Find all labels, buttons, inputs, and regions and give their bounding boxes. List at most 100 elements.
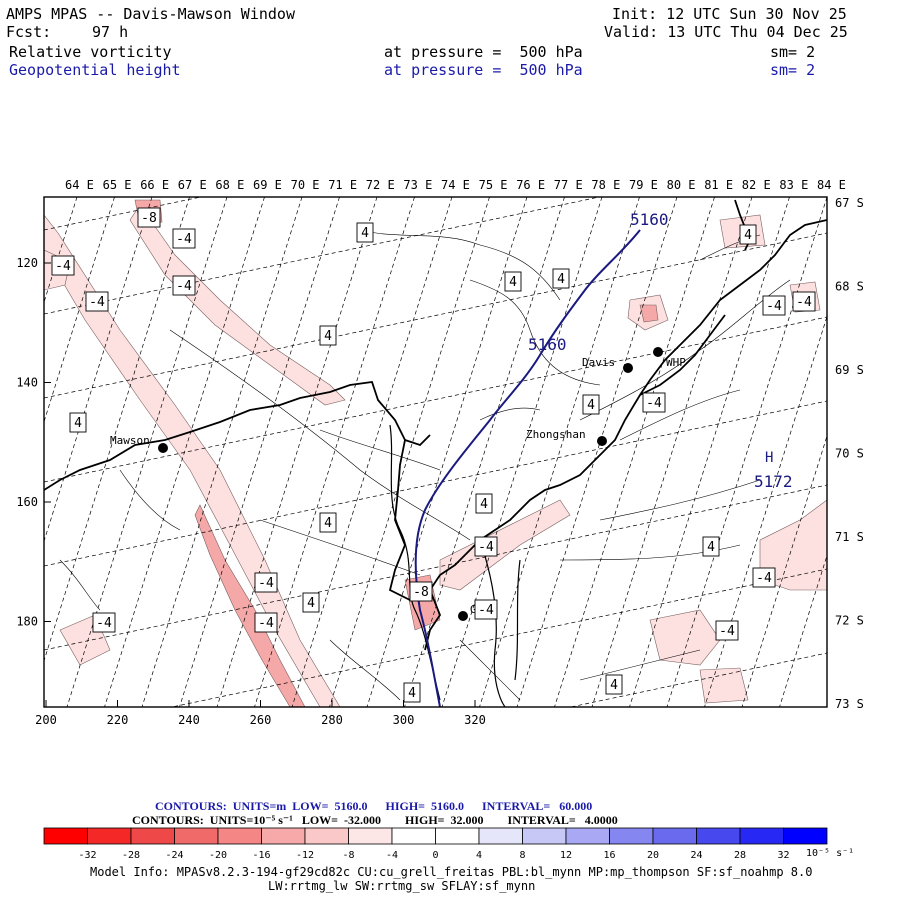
model-physics: LW:rrtmg_lw SW:rrtmg_sw SFLAY:sf_mynn	[268, 879, 536, 893]
colorbar-swatch	[174, 827, 219, 845]
x-tick-label: 200	[35, 713, 57, 727]
lon-label: 64 E	[65, 178, 94, 192]
contour-label: -4	[478, 540, 494, 555]
colorbar-tick: -28	[122, 850, 140, 861]
colorbar-swatch	[435, 827, 480, 845]
parallel-line	[44, 316, 827, 483]
contour-label: -4	[176, 232, 192, 247]
contour-label: -4	[96, 616, 112, 631]
lat-label: 67 S	[835, 196, 864, 210]
meridian-line	[404, 197, 565, 707]
meridian-line	[44, 197, 190, 662]
colorbar-tick: -8	[342, 850, 354, 861]
contour-label-box	[762, 295, 786, 316]
forecast-hour: 97 h	[92, 23, 129, 41]
contour-label-box	[403, 682, 421, 703]
x-tick-label: 280	[321, 713, 343, 727]
y-tick-label: 140	[16, 376, 38, 390]
contour-label-box	[739, 224, 757, 245]
contour-label: -4	[258, 576, 274, 591]
meridian-line	[441, 197, 603, 707]
contour-label-box	[254, 612, 278, 633]
contour-label-box	[302, 592, 320, 613]
lon-label: 73 E	[403, 178, 432, 192]
station-name: Zhongshan	[526, 428, 586, 441]
init-time: Init: 12 UTC Sun 30 Nov 25	[612, 5, 847, 23]
colorbar-swatch	[391, 827, 436, 845]
contour-label: 4	[587, 398, 595, 413]
contour-label: -4	[766, 299, 782, 314]
map-axes: 64 E 65 E 66 E 67 E 68 E 69 E 70 E 71 E 72 E 73 E…	[16, 178, 864, 727]
parallel-line	[44, 484, 827, 651]
colorbar-tick: -20	[209, 850, 227, 861]
parallel-line	[44, 232, 827, 399]
parallel-line	[44, 400, 827, 567]
colorbar-swatch	[783, 827, 828, 845]
contour-label-box	[715, 620, 739, 641]
x-tick-label: 320	[464, 713, 486, 727]
contour-label: -4	[719, 624, 735, 639]
contour-label: -8	[141, 211, 157, 226]
colorbar-tick: 4	[476, 850, 482, 861]
colorbar-swatch	[43, 827, 88, 845]
contour-label: -4	[646, 396, 662, 411]
contour-label-box	[137, 207, 161, 228]
station-marker	[458, 611, 468, 621]
meridian-line	[44, 197, 153, 543]
meridian-line	[741, 434, 827, 707]
height-label: 5172	[754, 472, 793, 491]
x-tick-label: 300	[393, 713, 415, 727]
map-title: AMPS MPAS -- Davis-Mawson Window	[6, 5, 295, 23]
colorbar-tick: 28	[734, 850, 746, 861]
meridian-line	[66, 197, 228, 707]
ice-shelf-outline	[389, 424, 521, 707]
contour-label: -4	[176, 279, 192, 294]
height-label: 5160	[630, 210, 669, 229]
lon-label: 83 E	[779, 178, 808, 192]
colorbar-tick: -4	[386, 850, 398, 861]
lat-label: 68 S	[835, 280, 864, 294]
colorbar-swatch	[87, 827, 132, 845]
lon-label: 78 E	[591, 178, 620, 192]
lon-label: 80 E	[667, 178, 696, 192]
contour-label-box	[254, 572, 278, 593]
height-contours	[414, 229, 641, 707]
colorbar-tick: -16	[252, 850, 270, 861]
contour-label: 4	[707, 540, 715, 555]
contour-label: -4	[796, 295, 812, 310]
lon-label: 67 E	[178, 178, 207, 192]
map-frame	[43, 196, 828, 708]
high-marker: H	[765, 450, 773, 466]
meridian-line	[179, 197, 340, 707]
lon-label: 84 E	[817, 178, 846, 192]
contour-label-box	[319, 512, 337, 533]
field1-smoothing: sm= 2	[770, 43, 816, 61]
lon-label: 77 E	[554, 178, 583, 192]
colorbar-tick: 12	[560, 850, 572, 861]
colorbar-tick: 0	[432, 850, 438, 861]
field1-name: Relative vorticity	[9, 43, 172, 61]
lon-label: 82 E	[742, 178, 771, 192]
contour-label: 4	[509, 275, 517, 290]
contour-label-box	[69, 412, 87, 433]
height-label: 5160	[528, 335, 567, 354]
station-marker	[653, 347, 663, 357]
vorticity-map: 64 E 65 E 66 E 67 E 68 E 69 E 70 E 71 E 72 E 73 E…	[16, 178, 864, 727]
lon-label: 65 E	[103, 178, 132, 192]
parallel-line	[44, 197, 203, 231]
colorbar-swatch	[217, 827, 262, 845]
lon-label: 70 E	[291, 178, 320, 192]
contour-label-box	[474, 599, 498, 620]
contour-label: 4	[324, 329, 332, 344]
meridian-line	[704, 315, 827, 707]
lon-label: 76 E	[516, 178, 545, 192]
contour-label-box	[475, 493, 493, 514]
contour-label-box	[642, 392, 666, 413]
contour-label-box	[582, 394, 600, 415]
contour-label-box	[552, 268, 570, 289]
lat-label: 72 S	[835, 614, 864, 628]
colorbar-tick: -24	[165, 850, 183, 861]
meridian-line	[216, 197, 378, 707]
colorbar-swatch	[478, 827, 523, 845]
